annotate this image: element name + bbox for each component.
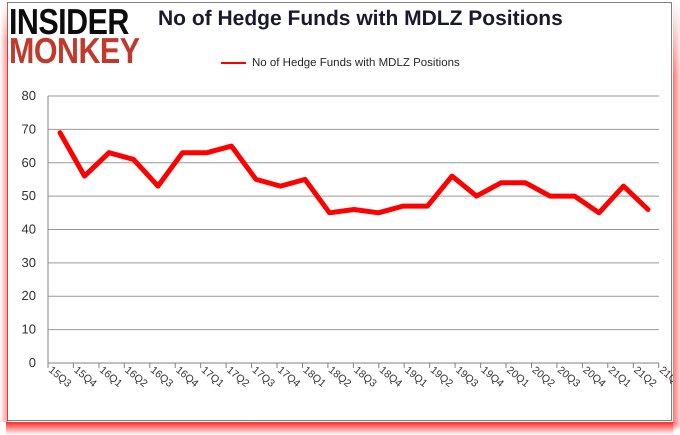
svg-text:50: 50 (22, 188, 36, 203)
svg-text:16Q2: 16Q2 (122, 364, 150, 390)
svg-text:20Q3: 20Q3 (555, 364, 583, 390)
svg-text:20Q1: 20Q1 (504, 364, 532, 390)
svg-text:17Q2: 17Q2 (224, 364, 252, 390)
svg-text:19Q4: 19Q4 (479, 364, 507, 390)
svg-text:16Q3: 16Q3 (148, 364, 176, 390)
svg-text:16Q1: 16Q1 (97, 364, 125, 390)
svg-text:15Q4: 15Q4 (71, 364, 99, 390)
svg-text:70: 70 (22, 121, 36, 136)
svg-text:40: 40 (22, 222, 36, 237)
svg-text:20: 20 (22, 288, 36, 303)
svg-text:10: 10 (22, 322, 36, 337)
svg-text:19Q3: 19Q3 (453, 364, 481, 390)
svg-text:30: 30 (22, 255, 36, 270)
svg-text:16Q4: 16Q4 (173, 364, 201, 390)
svg-text:21Q3: 21Q3 (657, 364, 673, 390)
svg-text:15Q3: 15Q3 (46, 364, 74, 390)
svg-text:19Q2: 19Q2 (428, 364, 456, 390)
svg-text:17Q3: 17Q3 (250, 364, 278, 390)
svg-text:60: 60 (22, 155, 36, 170)
svg-text:18Q2: 18Q2 (326, 364, 354, 390)
svg-text:20Q2: 20Q2 (530, 364, 558, 390)
svg-text:19Q1: 19Q1 (402, 364, 430, 390)
svg-text:0: 0 (29, 355, 36, 370)
svg-text:17Q4: 17Q4 (275, 364, 303, 390)
svg-text:80: 80 (22, 88, 36, 103)
svg-text:17Q1: 17Q1 (199, 364, 227, 390)
svg-text:21Q1: 21Q1 (606, 364, 634, 390)
svg-text:18Q4: 18Q4 (377, 364, 405, 390)
svg-text:20Q4: 20Q4 (580, 364, 608, 390)
svg-text:18Q3: 18Q3 (351, 364, 379, 390)
svg-text:18Q1: 18Q1 (301, 364, 329, 390)
svg-text:21Q2: 21Q2 (631, 364, 659, 390)
